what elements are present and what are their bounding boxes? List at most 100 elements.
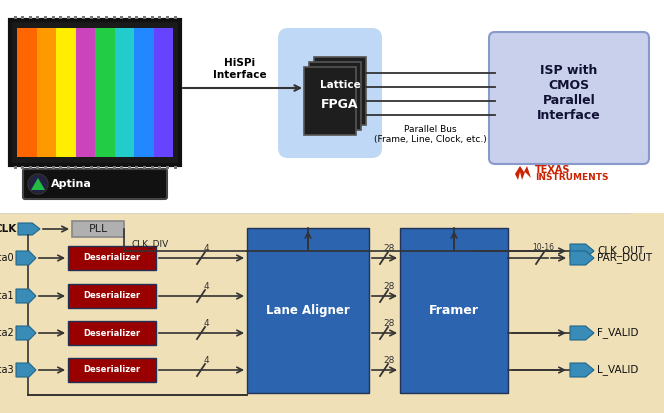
- Bar: [29, 166, 32, 169]
- Text: F_VALID: F_VALID: [597, 328, 639, 338]
- FancyBboxPatch shape: [68, 284, 156, 308]
- Bar: [67, 166, 70, 169]
- FancyBboxPatch shape: [304, 67, 356, 135]
- Bar: [44, 16, 47, 19]
- Bar: [158, 166, 161, 169]
- Circle shape: [28, 174, 48, 194]
- FancyBboxPatch shape: [68, 246, 156, 270]
- Text: 4: 4: [203, 319, 208, 328]
- Bar: [82, 166, 85, 169]
- Text: Framer: Framer: [429, 304, 479, 317]
- Bar: [37, 28, 56, 157]
- FancyBboxPatch shape: [68, 321, 156, 345]
- Bar: [114, 28, 134, 157]
- Text: 10-16: 10-16: [532, 243, 554, 252]
- Text: Parallel Bus
(Frame, Line, Clock, etc.): Parallel Bus (Frame, Line, Clock, etc.): [374, 125, 486, 145]
- Text: Deserializer: Deserializer: [84, 254, 141, 263]
- Polygon shape: [31, 178, 45, 190]
- Bar: [59, 16, 62, 19]
- Bar: [13, 166, 17, 169]
- Text: Deserializer: Deserializer: [84, 328, 141, 337]
- Bar: [112, 16, 116, 19]
- Text: Data0: Data0: [0, 253, 14, 263]
- Polygon shape: [18, 223, 40, 235]
- Bar: [37, 16, 39, 19]
- Text: 4: 4: [203, 282, 208, 291]
- Polygon shape: [570, 251, 594, 265]
- Polygon shape: [570, 244, 594, 258]
- Bar: [21, 16, 24, 19]
- Bar: [105, 166, 108, 169]
- Bar: [98, 16, 100, 19]
- Bar: [90, 166, 93, 169]
- FancyBboxPatch shape: [23, 169, 167, 199]
- Polygon shape: [515, 166, 531, 180]
- Bar: [173, 166, 177, 169]
- Text: Lane Aligner: Lane Aligner: [266, 304, 350, 317]
- Bar: [56, 28, 76, 157]
- Bar: [44, 166, 47, 169]
- Bar: [21, 166, 24, 169]
- FancyBboxPatch shape: [400, 228, 508, 393]
- Polygon shape: [16, 251, 36, 265]
- Circle shape: [29, 175, 47, 193]
- Text: HiSPi
Interface: HiSPi Interface: [213, 58, 267, 80]
- Polygon shape: [16, 326, 36, 340]
- Bar: [112, 166, 116, 169]
- Text: Data1: Data1: [0, 291, 14, 301]
- Bar: [74, 16, 78, 19]
- Bar: [90, 16, 93, 19]
- Bar: [59, 166, 62, 169]
- Bar: [0, 0, 664, 213]
- Bar: [143, 16, 146, 19]
- Bar: [76, 28, 95, 157]
- Text: Data3: Data3: [0, 365, 14, 375]
- Bar: [134, 28, 153, 157]
- Polygon shape: [570, 363, 594, 377]
- Bar: [120, 166, 123, 169]
- Text: L_VALID: L_VALID: [597, 365, 638, 375]
- Polygon shape: [570, 326, 594, 340]
- Text: CLK_OUT: CLK_OUT: [597, 246, 644, 256]
- Bar: [151, 16, 153, 19]
- FancyBboxPatch shape: [68, 358, 156, 382]
- Bar: [29, 16, 32, 19]
- Text: 28: 28: [383, 319, 394, 328]
- Text: CLK: CLK: [0, 224, 17, 234]
- Bar: [74, 166, 78, 169]
- FancyBboxPatch shape: [314, 57, 366, 125]
- Text: 28: 28: [383, 282, 394, 291]
- FancyBboxPatch shape: [278, 28, 382, 158]
- Bar: [127, 166, 131, 169]
- Text: PAR_DOUT: PAR_DOUT: [597, 252, 652, 263]
- Bar: [127, 16, 131, 19]
- Text: Data2: Data2: [0, 328, 14, 338]
- Bar: [13, 16, 17, 19]
- Text: ISP with
CMOS
Parallel
Interface: ISP with CMOS Parallel Interface: [537, 64, 601, 122]
- Bar: [52, 16, 54, 19]
- Bar: [0, 213, 664, 413]
- Polygon shape: [16, 363, 36, 377]
- Text: Aptina: Aptina: [51, 179, 92, 189]
- Bar: [173, 16, 177, 19]
- Text: FPGA: FPGA: [321, 98, 359, 112]
- Text: 28: 28: [383, 356, 394, 365]
- Bar: [120, 16, 123, 19]
- Text: INSTRUMENTS: INSTRUMENTS: [535, 173, 608, 183]
- Bar: [166, 166, 169, 169]
- Text: PLL: PLL: [88, 224, 108, 234]
- Bar: [95, 28, 114, 157]
- FancyBboxPatch shape: [489, 32, 649, 164]
- Bar: [135, 16, 138, 19]
- Text: CLK_DIV: CLK_DIV: [132, 239, 169, 248]
- Bar: [98, 166, 100, 169]
- Text: Deserializer: Deserializer: [84, 366, 141, 375]
- Bar: [153, 28, 173, 157]
- Text: 4: 4: [203, 244, 208, 253]
- Bar: [135, 166, 138, 169]
- Polygon shape: [16, 289, 36, 303]
- Bar: [151, 166, 153, 169]
- Bar: [105, 16, 108, 19]
- FancyBboxPatch shape: [72, 221, 124, 237]
- Bar: [52, 166, 54, 169]
